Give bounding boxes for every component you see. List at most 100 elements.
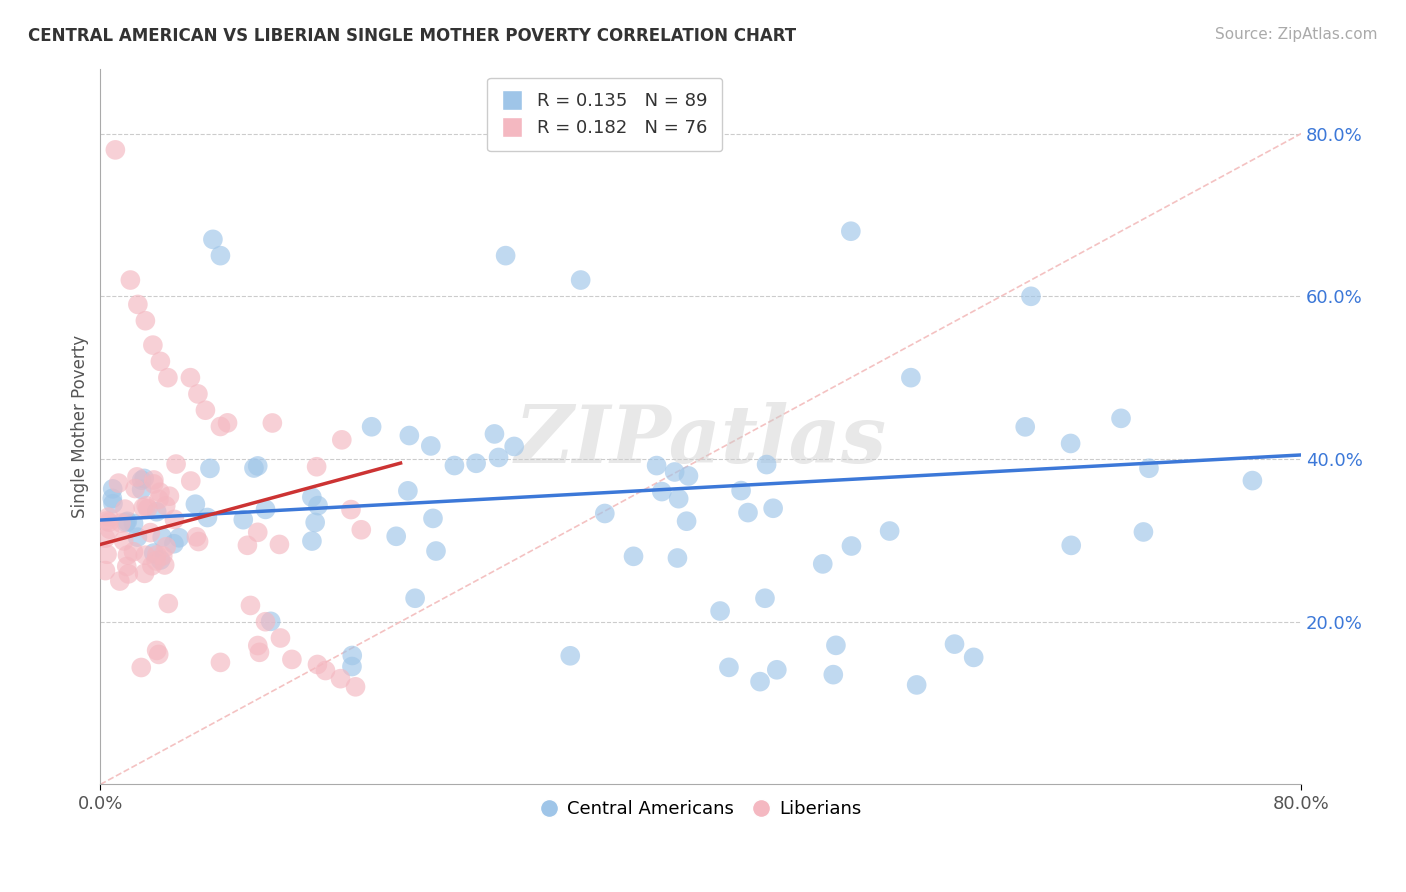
Text: CENTRAL AMERICAN VS LIBERIAN SINGLE MOTHER POVERTY CORRELATION CHART: CENTRAL AMERICAN VS LIBERIAN SINGLE MOTH… (28, 27, 796, 45)
Point (145, 643, 167, 657)
Point (124, 482, 146, 496)
Point (304, 516, 326, 530)
Point (155, 499, 177, 513)
Point (243, 461, 266, 475)
Point (315, 664, 337, 678)
Point (236, 538, 259, 552)
Point (344, 680, 367, 694)
Point (664, 465, 686, 479)
Point (96, 547, 118, 561)
Point (142, 473, 165, 487)
Point (94, 531, 117, 545)
Point (1109, 411, 1132, 425)
Point (149, 354, 172, 368)
Point (217, 416, 239, 430)
Point (163, 512, 186, 526)
Point (340, 502, 363, 516)
Point (645, 458, 668, 473)
Point (146, 548, 169, 562)
Point (201, 232, 224, 246)
Point (495, 249, 517, 263)
Point (149, 485, 172, 500)
Point (963, 650, 986, 665)
Point (342, 648, 364, 663)
Point (117, 566, 139, 581)
Point (422, 511, 444, 525)
Point (1060, 538, 1083, 552)
Point (134, 314, 156, 328)
Point (443, 458, 465, 473)
Point (301, 490, 323, 504)
Point (730, 483, 752, 498)
Point (115, 516, 138, 530)
Point (754, 591, 776, 606)
Point (149, 553, 172, 567)
Point (305, 459, 328, 474)
Point (254, 615, 277, 629)
Point (232, 513, 254, 527)
Point (134, 566, 156, 581)
Point (184, 497, 207, 511)
Point (398, 428, 420, 442)
Point (197, 510, 219, 524)
Point (132, 500, 155, 515)
Y-axis label: Single Mother Poverty: Single Mother Poverty (72, 334, 89, 518)
Point (350, 523, 373, 537)
Point (301, 534, 323, 549)
Point (209, 249, 232, 263)
Point (107, 476, 129, 491)
Point (254, 502, 277, 516)
Point (246, 458, 269, 473)
Point (1132, 524, 1154, 539)
Point (198, 461, 221, 475)
Point (269, 631, 291, 645)
Point (165, 457, 187, 471)
Point (97, 515, 120, 529)
Point (134, 471, 156, 485)
Point (120, 273, 142, 287)
Point (163, 537, 186, 551)
Point (209, 419, 232, 434)
Point (329, 672, 352, 686)
Point (762, 501, 785, 516)
Point (879, 524, 901, 538)
Point (404, 591, 426, 606)
Point (142, 338, 165, 352)
Point (419, 439, 441, 453)
Point (101, 482, 124, 496)
Point (127, 530, 149, 544)
Point (112, 533, 135, 548)
Point (157, 597, 180, 611)
Point (484, 426, 506, 441)
Point (115, 559, 138, 574)
Point (666, 551, 689, 566)
Point (101, 497, 124, 511)
Point (766, 663, 789, 677)
Point (104, 143, 127, 157)
Point (905, 678, 928, 692)
Point (488, 450, 510, 465)
Point (943, 637, 966, 651)
Point (194, 403, 217, 417)
Point (246, 525, 269, 540)
Point (94, 564, 117, 578)
Point (122, 545, 145, 559)
Point (249, 645, 271, 659)
Point (675, 514, 697, 528)
Point (179, 370, 201, 384)
Point (187, 534, 209, 549)
Point (148, 648, 170, 662)
Point (262, 416, 284, 430)
Point (117, 514, 139, 528)
Point (668, 491, 690, 506)
Point (717, 660, 740, 674)
Point (167, 531, 190, 545)
Point (108, 574, 131, 588)
Point (142, 546, 165, 560)
Point (145, 505, 167, 519)
Point (153, 558, 176, 572)
Point (560, 648, 582, 663)
Point (340, 659, 363, 673)
Point (187, 387, 209, 401)
Point (148, 492, 170, 507)
